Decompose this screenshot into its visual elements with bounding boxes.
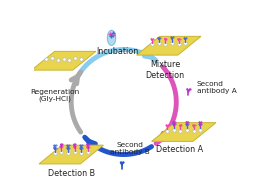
Polygon shape [31, 51, 96, 70]
Text: Incubation: Incubation [96, 47, 138, 56]
Polygon shape [107, 30, 115, 45]
Text: Mixture
Detection: Mixture Detection [145, 60, 184, 80]
Text: Regeneration
(Gly-HCl): Regeneration (Gly-HCl) [30, 89, 80, 102]
Text: Second
antibody A: Second antibody A [196, 81, 236, 94]
Text: Second
antibody B: Second antibody B [110, 142, 150, 155]
Polygon shape [136, 36, 200, 55]
Text: Detection B: Detection B [47, 169, 94, 178]
Polygon shape [151, 123, 215, 141]
Polygon shape [39, 145, 103, 164]
Text: Detection A: Detection A [156, 145, 203, 154]
